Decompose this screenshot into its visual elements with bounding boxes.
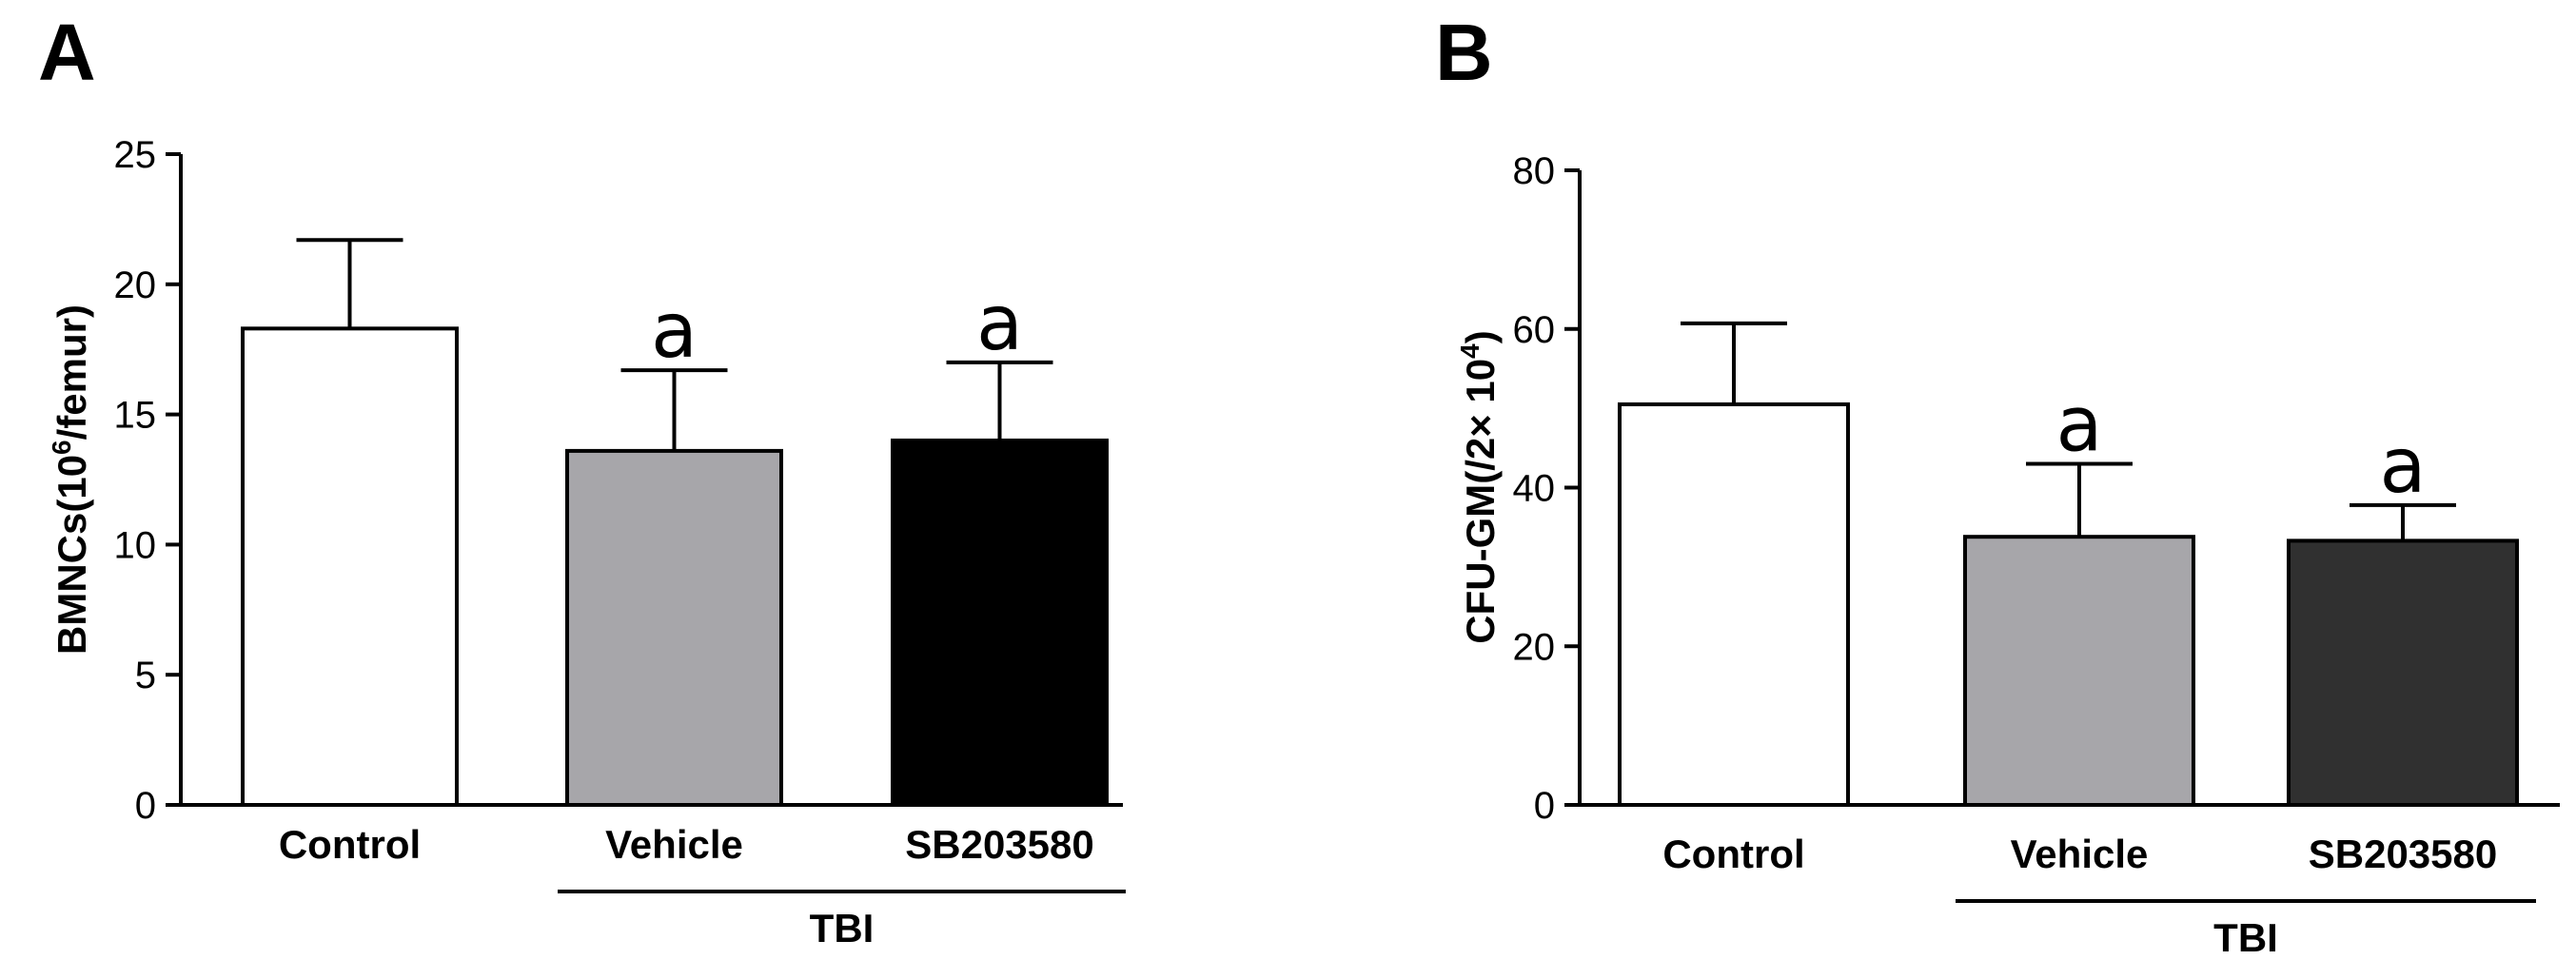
y-tick-label: 80	[1513, 150, 1556, 192]
y-tick-label: 40	[1513, 468, 1556, 510]
significance-label: a	[976, 279, 1023, 367]
y-tick-label: 25	[114, 134, 157, 176]
category-label: SB203580	[905, 822, 1094, 867]
y-tick-label: 5	[135, 655, 156, 696]
bar-sb203580	[891, 438, 1109, 807]
bar-sb203580	[2287, 539, 2519, 808]
category-label: Vehicle	[2011, 832, 2149, 876]
significance-label: a	[651, 286, 698, 375]
category-label: Control	[1662, 832, 1804, 876]
y-tick-label: 0	[135, 785, 156, 827]
category-label: Vehicle	[605, 822, 743, 867]
significance-label: a	[2055, 380, 2102, 468]
bar-vehicle	[1963, 535, 2195, 807]
panel-letter-b: B	[1435, 8, 1493, 97]
bar-vehicle	[565, 448, 783, 807]
chart-panel-b: 0 20 40 60 80 CFU-GM(/2× 104) Control a Vehicle a…	[1455, 150, 2560, 960]
y-tick-label: 20	[114, 264, 157, 306]
group-label: TBI	[810, 906, 875, 950]
chart-panel-a: 0 5 10 15 20 25 BMNCs(106/femur) Control a Vehicl…	[47, 134, 1126, 950]
y-tick-label: 0	[1534, 785, 1555, 827]
bar-control	[1618, 402, 1850, 807]
significance-label: a	[2379, 421, 2426, 510]
y-tick-label: 10	[114, 524, 157, 566]
bar-control	[241, 326, 459, 807]
y-tick-label: 15	[114, 395, 157, 437]
category-label: Control	[279, 822, 421, 867]
panel-letter-a: A	[38, 8, 96, 97]
y-axis-label: BMNCs(106/femur)	[47, 304, 94, 655]
group-label: TBI	[2213, 915, 2278, 960]
y-tick-label: 60	[1513, 309, 1556, 351]
y-tick-label: 20	[1513, 626, 1556, 668]
y-axis-label: CFU-GM(/2× 104)	[1455, 330, 1503, 643]
category-label: SB203580	[2309, 832, 2498, 876]
